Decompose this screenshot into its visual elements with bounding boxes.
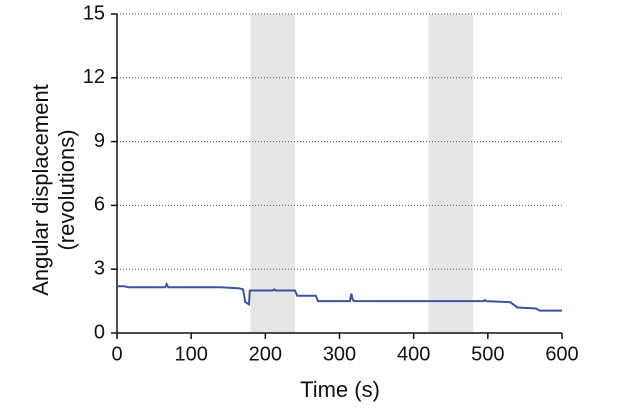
x-tick-label: 100 [174, 343, 207, 365]
data-line [117, 281, 562, 312]
y-tick-label: 9 [94, 130, 105, 152]
y-tick-label: 6 [94, 194, 105, 216]
y-axis-title: (revolutions) [54, 129, 79, 250]
x-tick-label: 600 [545, 343, 578, 365]
shaded-region [250, 14, 295, 333]
x-tick-label: 500 [471, 343, 504, 365]
x-tick-label: 0 [111, 343, 122, 365]
x-tick-label: 200 [249, 343, 282, 365]
shaded-region [428, 14, 473, 333]
y-axis-title: Angular displacement [28, 84, 53, 296]
y-tick-label: 15 [83, 2, 105, 24]
y-tick-label: 0 [94, 321, 105, 343]
x-tick-label: 300 [323, 343, 356, 365]
y-tick-label: 3 [94, 257, 105, 279]
y-tick-label: 12 [83, 66, 105, 88]
x-axis-title: Time (s) [300, 377, 380, 402]
x-tick-label: 400 [397, 343, 430, 365]
